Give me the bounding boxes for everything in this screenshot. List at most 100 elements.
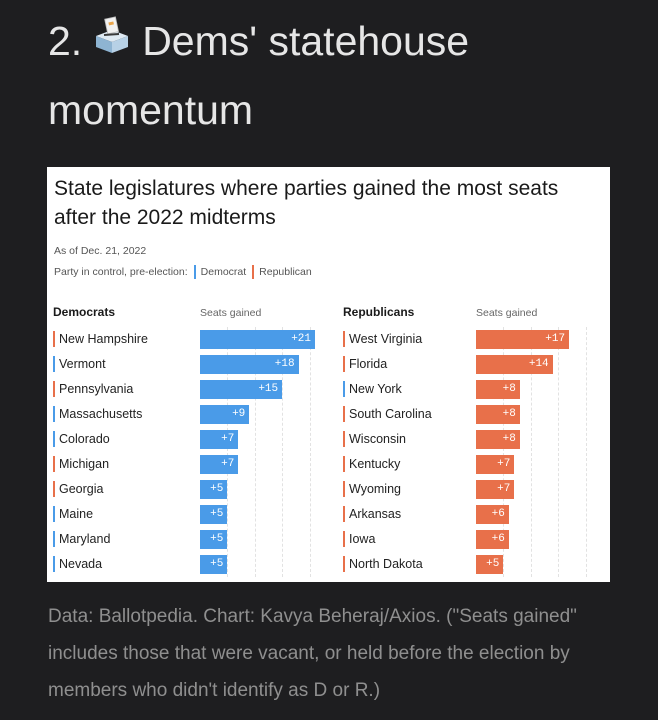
bar: +15	[200, 380, 283, 399]
bar: +5	[200, 530, 228, 549]
state-label: New Hampshire	[59, 332, 148, 346]
bar: +5	[200, 505, 228, 524]
state-label: Maryland	[59, 532, 111, 546]
legend-republican-label: Republican	[259, 266, 312, 278]
party-control-marker	[343, 331, 345, 347]
state-label: Wisconsin	[349, 432, 406, 446]
bar: +14	[476, 355, 553, 374]
gridline	[503, 327, 505, 577]
bar-value-label: +5	[210, 483, 224, 495]
party-control-marker	[53, 506, 55, 522]
state-label: Pennsylvania	[59, 382, 134, 396]
party-control-marker	[53, 381, 55, 397]
party-control-marker	[343, 356, 345, 372]
ballot-box-icon	[92, 7, 132, 73]
bar-value-label: +8	[502, 433, 516, 445]
bar-value-label: +9	[232, 408, 246, 420]
legend-democrat-label: Democrat	[200, 266, 247, 278]
party-control-marker	[343, 431, 345, 447]
bar: +18	[200, 355, 299, 374]
state-label: Vermont	[59, 357, 106, 371]
gridline	[254, 327, 256, 577]
state-label: Maine	[59, 507, 94, 521]
party-control-marker	[343, 556, 345, 572]
gridline	[227, 327, 229, 577]
party-control-marker	[343, 456, 345, 472]
bar-value-label: +8	[502, 408, 516, 420]
legend-label: Party in control, pre-election:	[54, 266, 188, 278]
state-label: Wyoming	[349, 482, 401, 496]
bar-value-label: +5	[210, 558, 224, 570]
bar: +21	[200, 330, 315, 349]
bar-value-label: +5	[486, 558, 500, 570]
source-caption: Data: Ballotpedia. Chart: Kavya Beheraj/…	[48, 606, 577, 701]
state-label: South Carolina	[349, 407, 432, 421]
chart-date: As of Dec. 21, 2022	[54, 245, 147, 257]
bar: +7	[200, 430, 239, 449]
gridline	[585, 327, 587, 577]
bar-value-label: +15	[258, 383, 279, 395]
party-control-marker	[53, 481, 55, 497]
state-label: Kentucky	[349, 457, 401, 471]
state-label: Arkansas	[349, 507, 402, 521]
state-label: Iowa	[349, 532, 376, 546]
republicans-value-header: Seats gained	[476, 307, 538, 319]
gridline	[309, 327, 311, 577]
bar: +6	[476, 530, 509, 549]
party-control-marker	[53, 556, 55, 572]
bar-value-label: +5	[210, 508, 224, 520]
party-control-marker	[343, 506, 345, 522]
democrats-column-header: Democrats	[53, 305, 116, 319]
state-label: Colorado	[59, 432, 110, 446]
bar: +5	[476, 555, 504, 574]
legend-republican-swatch	[252, 265, 255, 279]
state-label: New York	[349, 382, 402, 396]
bar-value-label: +7	[497, 483, 511, 495]
state-label: Georgia	[59, 482, 104, 496]
party-control-marker	[53, 406, 55, 422]
gridline	[530, 327, 532, 577]
party-control-marker	[53, 331, 55, 347]
party-control-marker	[343, 381, 345, 397]
chart-card: State legislatures where parties gained …	[47, 167, 610, 582]
party-control-marker	[343, 481, 345, 497]
legend-democrat-swatch	[193, 265, 196, 279]
bar: +6	[476, 505, 509, 524]
section-number: 2.	[48, 18, 83, 64]
party-control-marker	[53, 431, 55, 447]
bar-value-label: +14	[528, 358, 549, 370]
bar: +17	[476, 330, 570, 349]
gridline	[282, 327, 284, 577]
party-control-marker	[53, 356, 55, 372]
bar: +5	[200, 555, 228, 574]
bar-value-label: +18	[274, 358, 295, 370]
bar-value-label: +7	[221, 433, 235, 445]
bar-value-label: +6	[491, 508, 505, 520]
party-control-marker	[343, 406, 345, 422]
state-label: West Virginia	[349, 332, 423, 346]
bar: +7	[476, 455, 515, 474]
state-label: Nevada	[59, 557, 103, 571]
bar: +8	[476, 405, 520, 424]
chart-title: State legislatures where parties gained …	[54, 177, 559, 229]
bar-value-label: +21	[291, 333, 311, 345]
bar-value-label: +7	[221, 458, 235, 470]
party-control-marker	[53, 456, 55, 472]
state-label: Massachusetts	[59, 407, 143, 421]
bar: +9	[200, 405, 250, 424]
bar: +5	[200, 480, 228, 499]
state-label: Florida	[349, 357, 388, 371]
gridline	[558, 327, 560, 577]
bar: +8	[476, 380, 520, 399]
party-control-marker	[343, 531, 345, 547]
party-control-marker	[53, 531, 55, 547]
state-label: Michigan	[59, 457, 110, 471]
section-title: Dems' statehouse momentum	[48, 18, 470, 134]
legend: Party in control, pre-election: Democrat…	[54, 265, 312, 279]
bar-value-label: +5	[210, 533, 224, 545]
bar-value-label: +6	[491, 533, 505, 545]
bar: +7	[200, 455, 239, 474]
democrats-value-header: Seats gained	[200, 307, 262, 319]
section-heading: 2. Dems' statehouse momentum	[48, 8, 638, 143]
republicans-column-header: Republicans	[343, 305, 415, 319]
